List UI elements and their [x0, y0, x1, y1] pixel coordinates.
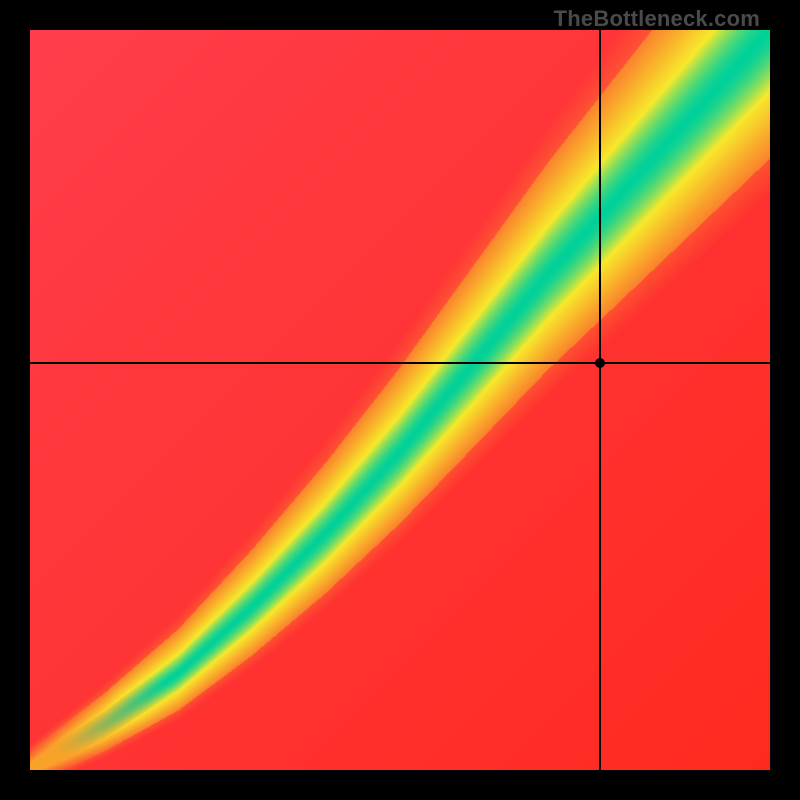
- crosshair-vertical: [599, 30, 601, 770]
- selection-marker-dot[interactable]: [595, 358, 605, 368]
- plot-area: [30, 30, 770, 770]
- crosshair-horizontal: [30, 362, 770, 364]
- watermark-label: TheBottleneck.com: [554, 6, 760, 32]
- bottleneck-heatmap: [30, 30, 770, 770]
